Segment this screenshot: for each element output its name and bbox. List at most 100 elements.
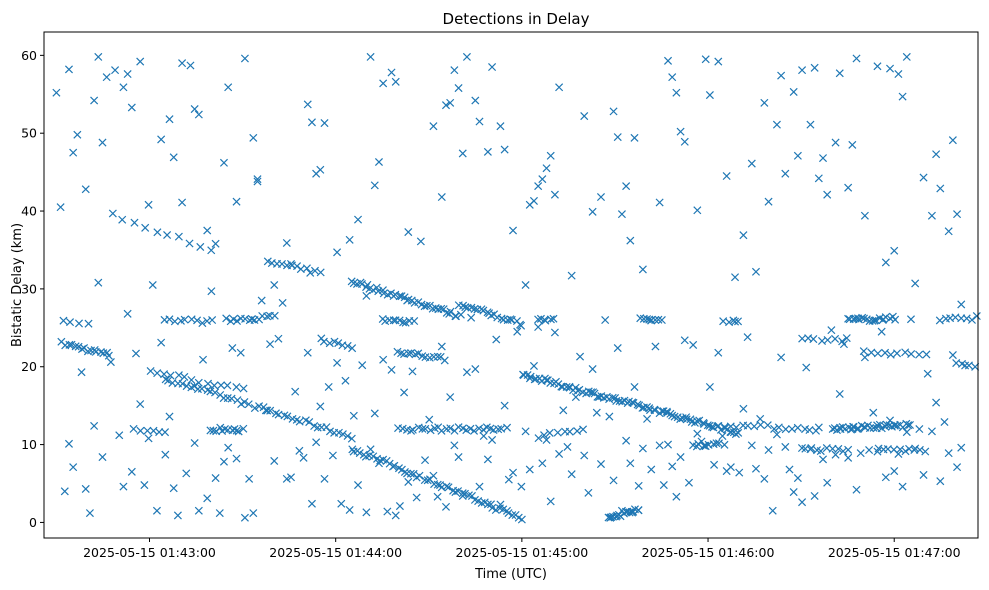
scatter-point bbox=[165, 115, 174, 124]
scatter-point bbox=[710, 460, 719, 469]
scatter-point bbox=[261, 406, 270, 415]
scatter-point bbox=[263, 406, 272, 415]
scatter-point bbox=[253, 177, 262, 186]
scatter-point bbox=[198, 319, 207, 328]
scatter-point bbox=[348, 344, 357, 353]
scatter-point bbox=[777, 71, 786, 80]
scatter-point bbox=[751, 464, 761, 473]
scatter-point bbox=[927, 427, 936, 436]
scatter-point bbox=[935, 316, 944, 325]
scatter-point bbox=[545, 428, 554, 437]
scatter-point bbox=[144, 200, 153, 209]
scatter-point bbox=[406, 469, 415, 478]
scatter-point bbox=[404, 349, 413, 358]
scatter-point bbox=[52, 88, 61, 97]
scatter-point bbox=[881, 473, 890, 482]
scatter-point bbox=[701, 55, 710, 64]
scatter-point bbox=[98, 453, 107, 462]
scatter-point bbox=[701, 442, 710, 451]
scatter-point bbox=[408, 367, 417, 376]
x-tick-label: 2025-05-15 01:46:00 bbox=[642, 545, 775, 560]
scatter-point bbox=[693, 429, 702, 438]
scatter-point bbox=[957, 443, 966, 452]
scatter-point bbox=[257, 296, 266, 305]
scatter-point bbox=[450, 441, 459, 450]
scatter-point bbox=[302, 264, 311, 273]
scatter-point bbox=[227, 394, 236, 403]
scatter-point bbox=[454, 453, 463, 462]
scatter-point bbox=[85, 509, 94, 518]
scatter-point bbox=[477, 498, 486, 508]
scatter-point bbox=[844, 445, 853, 454]
scatter-point bbox=[901, 447, 910, 456]
scatter-point bbox=[676, 127, 685, 136]
scatter-point bbox=[743, 421, 752, 430]
scatter-point bbox=[270, 280, 279, 290]
scatter-point bbox=[726, 463, 735, 472]
scatter-point bbox=[703, 421, 712, 430]
scatter-point bbox=[579, 425, 588, 434]
y-tick-label: 60 bbox=[21, 48, 37, 63]
scatter-point bbox=[798, 66, 807, 75]
scatter-point bbox=[102, 73, 111, 82]
scatter-point bbox=[479, 306, 488, 315]
scatter-point bbox=[374, 459, 383, 468]
scatter-point bbox=[343, 431, 352, 441]
scatter-point bbox=[341, 376, 350, 385]
scatter-point bbox=[69, 463, 78, 472]
scatter-point bbox=[152, 506, 161, 515]
scatter-point bbox=[922, 350, 931, 359]
scatter-point bbox=[774, 423, 783, 432]
data-points bbox=[52, 52, 981, 524]
scatter-point bbox=[437, 426, 446, 435]
scatter-point bbox=[904, 421, 913, 430]
scatter-point bbox=[617, 210, 626, 219]
scatter-point bbox=[873, 62, 882, 71]
scatter-point bbox=[798, 498, 807, 507]
scatter-point bbox=[456, 310, 465, 319]
scatter-point bbox=[219, 457, 228, 466]
scatter-point bbox=[164, 376, 173, 385]
scatter-point bbox=[369, 452, 378, 461]
scatter-point bbox=[676, 453, 685, 462]
scatter-point bbox=[953, 210, 962, 219]
scatter-point bbox=[414, 349, 423, 358]
scatter-point bbox=[869, 408, 878, 417]
scatter-point bbox=[387, 365, 396, 374]
scatter-point bbox=[234, 427, 243, 436]
scatter-point bbox=[383, 507, 392, 516]
scatter-point bbox=[546, 497, 555, 506]
scatter-point bbox=[823, 190, 832, 199]
scatter-point bbox=[239, 384, 248, 393]
scatter-point bbox=[180, 372, 189, 381]
scatter-point bbox=[404, 477, 413, 486]
scatter-point bbox=[860, 211, 869, 220]
scatter-point bbox=[190, 439, 199, 448]
scatter-point bbox=[232, 383, 241, 392]
scatter-point bbox=[223, 381, 232, 390]
scatter-point bbox=[630, 382, 639, 392]
scatter-point bbox=[722, 171, 731, 181]
scatter-point bbox=[196, 242, 205, 251]
scatter-point bbox=[193, 316, 202, 325]
scatter-point bbox=[408, 425, 417, 434]
scatter-point bbox=[433, 352, 442, 361]
scatter-point bbox=[662, 407, 671, 416]
scatter-point bbox=[870, 316, 879, 325]
scatter-point bbox=[626, 236, 635, 245]
scatter-point bbox=[320, 474, 329, 483]
scatter-point bbox=[957, 300, 966, 309]
scatter-point bbox=[525, 465, 534, 474]
scatter-point bbox=[873, 447, 882, 456]
scatter-point bbox=[911, 444, 920, 453]
scatter-point bbox=[953, 463, 962, 472]
scatter-point bbox=[720, 424, 730, 433]
scatter-point bbox=[643, 414, 652, 423]
scatter-point bbox=[282, 238, 291, 247]
scatter-point bbox=[860, 353, 869, 362]
scatter-point bbox=[488, 503, 497, 512]
scatter-point bbox=[789, 488, 798, 497]
scatter-point bbox=[567, 470, 576, 479]
scatter-point bbox=[932, 150, 941, 159]
scatter-point bbox=[389, 316, 398, 325]
